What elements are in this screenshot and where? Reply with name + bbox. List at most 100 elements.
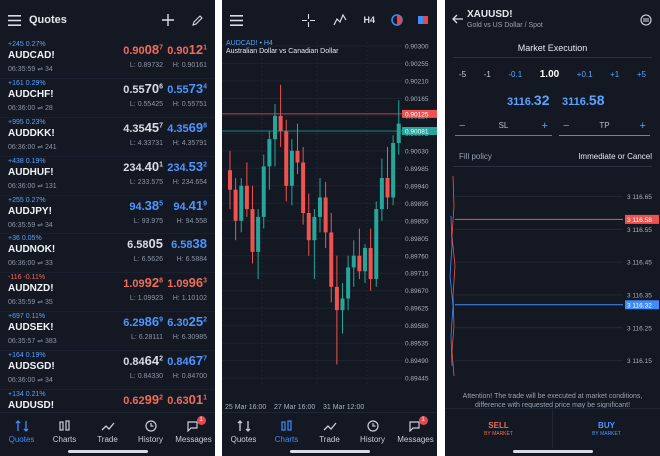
y-tick-label: 0.89490 [405,358,429,365]
x-tick-label: 31 Mar 12:00 [323,404,364,411]
nav-history[interactable]: History [129,413,172,456]
ask-price-tag [402,109,437,118]
timeframe-button[interactable]: H4 [363,15,375,25]
price-level-label: 3 116.58 [627,217,652,224]
quote-ask: 0.63011 [167,392,207,408]
sell-price-main: 3116. [507,96,534,108]
quote-row[interactable]: +245 0.27% AUDCAD! 06:35:59 ⇌ 34 0.90087 0.9… [0,40,215,79]
nav-quotes[interactable]: Quotes [0,413,43,456]
nav-trade-label: Trade [319,434,340,444]
sl-increase-button[interactable]: + [541,119,548,132]
stop-loss-field[interactable]: − SL + [455,116,552,136]
quote-row[interactable]: +255 0.27% AUDJPY! 06:35:59 ⇌ 34 94.385 94.4… [0,196,215,235]
quote-ask: 6.5838 [171,236,207,252]
nav-history[interactable]: History [351,413,394,456]
quote-symbol: AUDSEK! [8,322,54,334]
price-chart[interactable]: 0.903000.902550.902100.901650.901200.900… [222,36,437,412]
volume-step-button[interactable]: +0.1 [576,70,593,79]
candle-body [340,298,345,311]
nav-charts[interactable]: Charts [265,413,308,456]
add-icon[interactable] [162,14,174,26]
volume-step-button[interactable]: -1 [483,70,491,79]
quote-row[interactable]: +161 0.29% AUDCHF! 06:36:00 ⇌ 28 0.55706 0.5… [0,79,215,118]
quote-high: H: 6.5884 [176,256,207,264]
quote-row[interactable]: -116 -0.11% AUDNZD! 06:35:59 ⇌ 35 1.09928 1.… [0,273,215,313]
edit-icon[interactable] [192,14,203,26]
volume-step-button[interactable]: +1 [610,70,620,79]
quote-bid: 6.5805 [127,236,163,252]
quote-ask: 6.30252 [167,314,207,330]
quote-change: +161 0.29% [8,79,46,87]
crosshair-icon[interactable] [302,13,316,27]
quote-row[interactable]: +438 0.19% AUDHUF! 06:36:00 ⇌ 131 234.401 23… [0,157,215,196]
take-profit-field[interactable]: − TP + [559,116,650,136]
nav-quotes[interactable]: Quotes [222,413,265,456]
nav-trade[interactable]: Trade [86,413,129,456]
nav-quotes-label: Quotes [8,434,35,444]
bottom-nav: Quotes Charts Trade History Messages 1 [0,412,215,456]
quote-low: L: 0.89732 [129,62,163,69]
y-tick-label: 0.89535 [405,341,429,348]
depth-of-market-icon[interactable] [640,14,652,26]
home-indicator [512,450,593,453]
quote-low: L: 1.09923 [129,295,163,303]
nav-charts[interactable]: Charts [43,413,86,456]
y-tick-label: 0.90210 [405,78,429,85]
indicators-icon[interactable] [333,14,347,26]
y-tick-label: 0.89940 [405,183,429,190]
order-symbol: XAUUSD! [467,9,513,20]
bottom-nav: Quotes Charts Trade History Messages 1 [222,412,437,456]
tp-decrease-button[interactable]: − [563,119,570,132]
nav-trade[interactable]: Trade [308,413,351,456]
quote-high: H: 1.10102 [172,295,207,303]
divider [453,166,652,167]
y-tick-label: 0.89580 [405,323,429,330]
volume-step-button[interactable]: -0.1 [508,70,523,79]
messages-icon [408,420,420,432]
tp-increase-button[interactable]: + [639,119,646,132]
nav-messages[interactable]: Messages 1 [172,413,215,456]
sell-by-market-button[interactable]: SELL BY MARKET [445,409,553,448]
candle-body [346,267,351,299]
candle-body [363,247,367,272]
volume-stepper[interactable]: -5 -1 -0.1 1.00 +0.1 +1 +5 [459,69,646,80]
price-tag [625,214,659,224]
volume-step-button[interactable]: +5 [636,70,646,79]
quote-row[interactable]: +36 0.05% AUDNOK! 06:36:00 ⇌ 33 6.5805 6.583… [0,234,215,274]
sl-decrease-button[interactable]: − [459,119,466,132]
nav-messages[interactable]: Messages 1 [394,413,437,456]
quote-time: 06:36:00 ⇌ 28 [8,104,53,112]
charts-icon [280,419,292,431]
page-title: Quotes [29,14,67,26]
quote-time: 06:35:59 ⇌ 35 [8,299,53,307]
menu-icon[interactable] [230,14,243,26]
volume-step-button[interactable]: -5 [459,70,467,79]
candle-body [374,209,379,280]
quotes-icon [15,419,28,432]
quote-row[interactable]: +164 0.19% AUDSGD! 06:36:00 ⇌ 34 0.84642 0.8… [0,351,215,391]
trade-window-icon[interactable] [417,14,429,26]
execution-type-select[interactable]: Market Execution [453,43,652,58]
chart-type-icon[interactable] [391,14,403,26]
candle-body [301,162,306,213]
quote-row[interactable]: +697 0.11% AUDSEK! 06:35:57 ⇌ 383 6.29869 6.… [0,312,215,352]
quote-bid: 94.385 [129,197,163,213]
candle-body [289,150,294,186]
candle-body [233,189,238,221]
x-tick-label: 27 Mar 16:00 [274,404,315,411]
quote-high: H: 234.654 [172,178,207,186]
back-arrow-icon[interactable] [452,14,463,24]
quote-low: L: 93.975 [133,217,163,225]
candle-body [334,286,339,311]
fill-policy-select[interactable]: Fill policy Immediate or Cancel [459,152,652,161]
quote-high: H: 0.90161 [172,62,207,69]
quote-row[interactable]: +995 0.23% AUDDKK! 06:36:00 ⇌ 241 4.35457 4.… [0,118,215,157]
price-level-label: 3 116.15 [627,358,652,365]
quote-low: L: 6.5626 [133,256,163,264]
candle-body [391,143,396,198]
y-tick-label: 0.90255 [405,61,429,68]
quote-time: 06:36:00 ⇌ 34 [8,377,53,385]
quote-time: 06:35:59 ⇌ 34 [8,66,53,73]
menu-icon[interactable] [8,14,21,26]
buy-by-market-button[interactable]: BUY BY MARKET [553,409,660,448]
